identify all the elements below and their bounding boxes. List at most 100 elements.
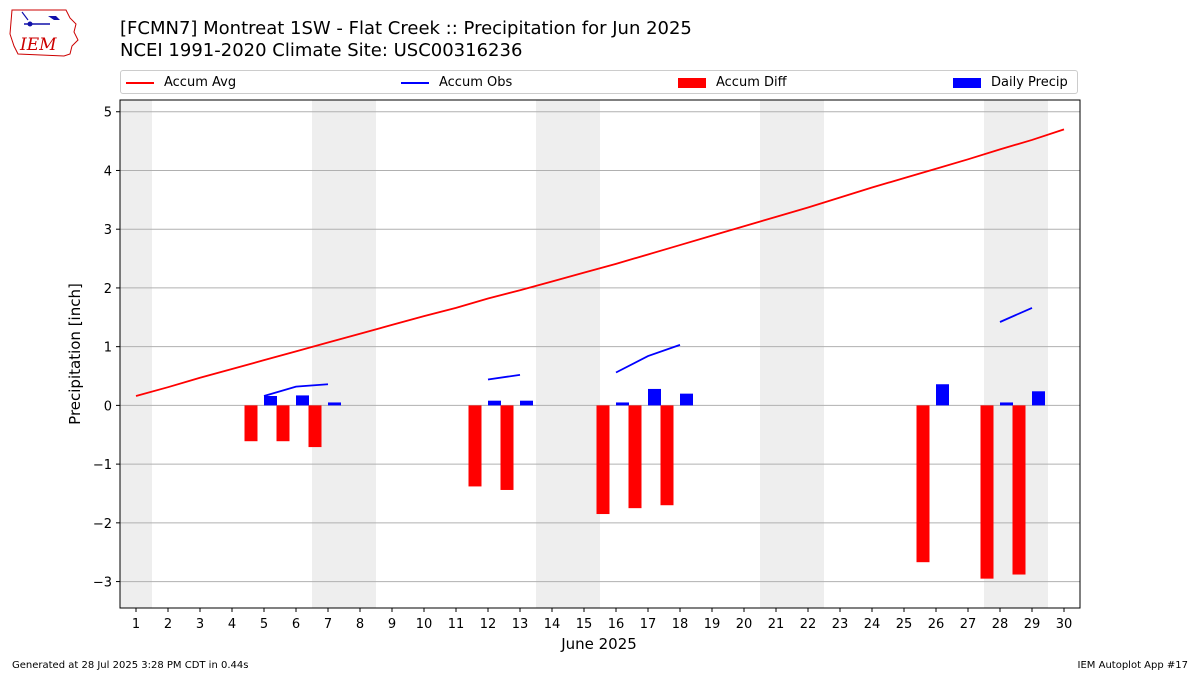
y-axis-label: Precipitation [inch] (66, 283, 84, 425)
x-tick-label: 11 (448, 617, 465, 632)
y-tick-label: 1 (104, 341, 112, 356)
daily-precip-bar (520, 400, 533, 406)
legend: Accum Avg Accum Obs Accum Diff Daily Pre… (120, 70, 1078, 94)
accum-diff-bar (500, 405, 514, 490)
accum-avg-line (135, 128, 1065, 397)
y-tick-label: 0 (104, 399, 112, 414)
x-tick-label: 19 (704, 617, 721, 632)
accum-diff-bar (1012, 405, 1026, 575)
cloud-icon (48, 16, 60, 20)
x-tick-label: 7 (324, 617, 332, 632)
legend-label-daily-precip: Daily Precip (991, 75, 1068, 90)
series-lines (135, 128, 1065, 397)
accum-diff-bar (660, 405, 674, 506)
legend-swatch-daily-precip (953, 77, 981, 88)
x-tick-label: 18 (672, 617, 689, 632)
plot-frame (119, 99, 1081, 609)
x-tick-label: 28 (992, 617, 1009, 632)
accum-diff-bar (916, 405, 930, 563)
accum-diff-bar (244, 405, 258, 442)
y-tick-label: 2 (104, 282, 112, 297)
legend-swatch-accum-obs (401, 81, 429, 84)
chart-subtitle: NCEI 1991-2020 Climate Site: USC00316236 (120, 40, 523, 61)
legend-label-accum-avg: Accum Avg (164, 75, 237, 90)
x-tick-label: 21 (768, 617, 785, 632)
legend-item-accum-diff: Accum Diff (678, 74, 787, 92)
gauge-icon (27, 21, 33, 27)
x-tick-label: 14 (544, 617, 561, 632)
daily-precip-bar (1000, 402, 1013, 406)
x-axis-label: June 2025 (560, 635, 637, 653)
iem-logo: IEM (9, 9, 79, 57)
legend-label-accum-diff: Accum Diff (716, 75, 787, 90)
x-tick-label: 6 (292, 617, 300, 632)
accum-diff-bar (980, 405, 994, 579)
arrow-icon (21, 11, 29, 21)
x-tick-label: 29 (1024, 617, 1041, 632)
daily-precip-bar (616, 402, 629, 406)
legend-label-accum-obs: Accum Obs (439, 75, 513, 90)
accum-diff-bar (468, 405, 482, 487)
y-tick-label: 5 (104, 106, 112, 121)
daily-precip-bar (264, 395, 277, 406)
daily-precip-bar (648, 388, 661, 406)
footer-generated: Generated at 28 Jul 2025 3:28 PM CDT in … (12, 660, 249, 671)
accum-diff-bar (308, 405, 322, 448)
x-tick-label: 12 (480, 617, 497, 632)
accum-obs-line (263, 383, 329, 397)
accum-diff-bar (596, 405, 610, 515)
logo-text: IEM (19, 35, 57, 55)
daily-precip-bar (680, 393, 693, 406)
accum-obs-line (999, 307, 1033, 323)
accum-obs-line (487, 373, 521, 381)
x-tick-label: 2 (164, 617, 172, 632)
chart-title: [FCMN7] Montreat 1SW - Flat Creek :: Pre… (120, 18, 692, 39)
weekend-band (312, 100, 376, 608)
legend-swatch-accum-diff (678, 77, 706, 88)
daily-precip-bar (296, 395, 309, 406)
x-tick-label: 1 (132, 617, 140, 632)
x-tick-label: 30 (1056, 617, 1073, 632)
x-tick-label: 23 (832, 617, 849, 632)
daily-precip-bars (264, 384, 1045, 406)
x-tick-label: 22 (800, 617, 817, 632)
x-tick-label: 10 (416, 617, 433, 632)
iowa-outline-icon (9, 9, 79, 57)
y-tick-label: −1 (93, 458, 112, 473)
x-tick-label: 9 (388, 617, 396, 632)
y-tick-label: 3 (104, 223, 112, 238)
x-tick-label: 24 (864, 617, 881, 632)
y-tick-label: −2 (93, 517, 112, 532)
weekend-band (120, 100, 152, 608)
x-tick-label: 3 (196, 617, 204, 632)
legend-item-accum-obs: Accum Obs (401, 74, 512, 92)
accum-diff-bars (244, 405, 1026, 579)
x-tick-label: 8 (356, 617, 364, 632)
daily-precip-bar (488, 400, 501, 406)
x-tick-label: 26 (928, 617, 945, 632)
legend-swatch-accum-avg (126, 81, 154, 84)
accum-obs-line (615, 344, 681, 374)
legend-item-accum-avg: Accum Avg (126, 74, 236, 92)
footer-app: IEM Autoplot App #17 (1077, 660, 1188, 671)
daily-precip-bar (936, 384, 949, 406)
x-tick-label: 5 (260, 617, 268, 632)
daily-precip-bar (328, 402, 341, 406)
y-tick-label: 4 (104, 164, 112, 179)
x-tick-label: 16 (608, 617, 625, 632)
accum-diff-bar (628, 405, 642, 509)
x-tick-label: 17 (640, 617, 657, 632)
x-tick-label: 15 (576, 617, 593, 632)
x-tick-label: 20 (736, 617, 753, 632)
weekend-band (760, 100, 824, 608)
x-axis: 1 2 3 4 5 6 7 8 9 10 11 12 13 14 15 16 17 18 19 20 21 22 23 24 2… (132, 608, 1072, 632)
x-tick-label: 25 (896, 617, 913, 632)
x-tick-label: 27 (960, 617, 977, 632)
y-axis: 5 4 3 2 1 0 −1 −2 −3 (93, 106, 120, 591)
accum-diff-bar (276, 405, 290, 442)
weekend-band (536, 100, 600, 608)
daily-precip-bar (1032, 391, 1045, 406)
legend-item-daily-precip: Daily Precip (953, 74, 1068, 92)
y-tick-label: −3 (93, 576, 112, 591)
